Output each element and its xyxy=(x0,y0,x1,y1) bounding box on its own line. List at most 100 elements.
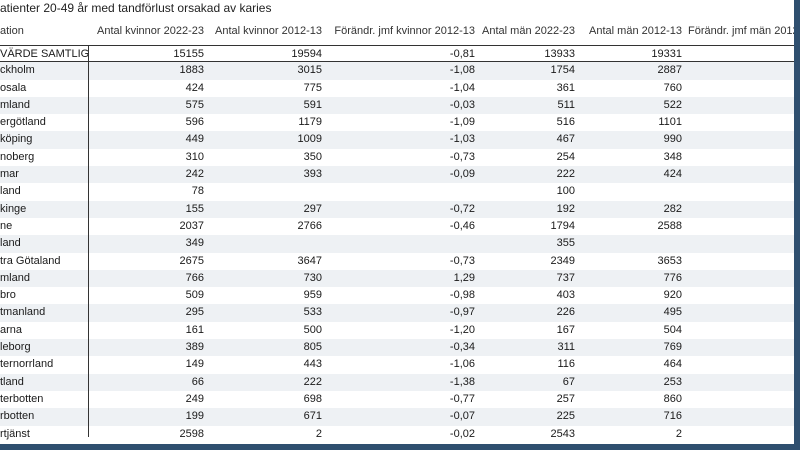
men-2012-cell: 716 xyxy=(663,410,682,423)
women-change-cell: -1,20 xyxy=(449,323,475,336)
region-cell: köping xyxy=(0,133,33,146)
women-2012-cell: 775 xyxy=(303,81,322,94)
women-2012-cell: 671 xyxy=(303,410,322,423)
region-cell: tmanland xyxy=(0,306,46,319)
region-cell: ergötland xyxy=(0,116,46,129)
table-row[interactable]: land 78 100 xyxy=(0,183,800,200)
men-2022-cell: 100 xyxy=(556,185,575,198)
women-2012-cell: 393 xyxy=(303,168,322,181)
women-2022-cell: 15155 xyxy=(173,48,204,60)
women-2012-cell: 591 xyxy=(303,98,322,111)
women-change-cell: -0,77 xyxy=(449,392,475,405)
women-change-cell: -0,46 xyxy=(449,219,475,232)
women-change-cell: -1,38 xyxy=(449,375,475,388)
region-cell: tra Götaland xyxy=(0,254,61,267)
women-2022-cell: 2675 xyxy=(179,254,204,267)
women-change-cell: -0,73 xyxy=(449,254,475,267)
header-men-change[interactable]: Förändr. jmf män 2012 xyxy=(688,25,799,37)
region-cell: land xyxy=(0,237,21,250)
region-cell: mland xyxy=(0,98,30,111)
table-row[interactable]: land 349 355 xyxy=(0,235,800,253)
region-cell: mar xyxy=(0,168,19,181)
women-2012-cell: 2 xyxy=(315,427,322,440)
women-2022-cell: 2598 xyxy=(179,427,204,440)
region-cell: ne xyxy=(0,219,13,232)
men-2022-cell: 311 xyxy=(557,341,575,354)
men-2012-cell: 464 xyxy=(663,358,682,371)
men-2012-cell: 495 xyxy=(663,306,682,319)
women-2012-cell: 2766 xyxy=(297,219,322,232)
men-2022-cell: 116 xyxy=(557,358,575,371)
header-men-2012[interactable]: Antal män 2012-13 xyxy=(589,25,682,37)
women-2012-cell: 350 xyxy=(303,150,322,163)
header-men-2022[interactable]: Antal män 2022-23 xyxy=(482,25,575,37)
region-cell: arna xyxy=(0,323,23,336)
men-2012-cell: 424 xyxy=(663,168,682,181)
women-2022-cell: 424 xyxy=(185,81,204,94)
women-2022-cell: 1883 xyxy=(179,64,204,77)
women-change-cell: -0,03 xyxy=(449,98,475,111)
women-2022-cell: 242 xyxy=(185,168,204,181)
men-2022-cell: 67 xyxy=(562,375,575,388)
region-cell: noberg xyxy=(0,150,35,163)
women-2012-cell: 19594 xyxy=(291,48,322,60)
table-body: VÄRDE SAMTLIGA 15155 19594 -0,81 13933 19331 -… xyxy=(0,45,800,443)
women-2022-cell: 66 xyxy=(191,375,204,388)
men-2012-cell: 253 xyxy=(663,375,682,388)
header-women-change[interactable]: Förändr. jmf kvinnor 2012-13 xyxy=(334,25,475,37)
report-title: atienter 20-49 år med tandförlust orsaka… xyxy=(0,1,272,15)
men-2012-cell: 522 xyxy=(663,98,682,111)
women-2022-cell: 449 xyxy=(185,133,204,146)
header-region[interactable]: ation xyxy=(0,25,24,37)
women-2022-cell: 295 xyxy=(185,306,204,319)
women-change-cell: -0,72 xyxy=(449,202,475,215)
header-women-2012[interactable]: Antal kvinnor 2012-13 xyxy=(214,25,322,37)
region-cell: leborg xyxy=(0,341,31,354)
region-cell: osala xyxy=(0,81,27,94)
men-2022-cell: 2543 xyxy=(550,427,575,440)
men-2022-cell: 222 xyxy=(556,168,575,181)
women-change-cell: -1,04 xyxy=(449,81,475,94)
men-2022-cell: 361 xyxy=(556,81,575,94)
table-row[interactable]: VÄRDE SAMTLIGA1515519594-0,811393319331-… xyxy=(0,45,800,63)
header-women-2022[interactable]: Antal kvinnor 2022-23 xyxy=(96,25,204,37)
women-2022-cell: 509 xyxy=(185,289,204,302)
region-cell: terbotten xyxy=(0,392,44,405)
men-2022-cell: 257 xyxy=(556,392,575,405)
region-cell: ternorrland xyxy=(0,358,54,371)
women-2012-cell: 3647 xyxy=(297,254,322,267)
women-2022-cell: 349 xyxy=(185,237,204,250)
table-header: ation Antal kvinnor 2022-23 Antal kvinno… xyxy=(0,17,800,45)
region-cell: rtjänst xyxy=(0,427,30,440)
women-2012-cell: 443 xyxy=(303,358,322,371)
women-2022-cell: 149 xyxy=(185,358,204,371)
men-2012-cell: 3653 xyxy=(657,254,682,267)
men-2022-cell: 1794 xyxy=(550,219,575,232)
region-cell: mland xyxy=(0,271,30,284)
men-2022-cell: 403 xyxy=(556,289,575,302)
men-2022-cell: 254 xyxy=(556,150,575,163)
women-2012-cell: 1009 xyxy=(297,133,322,146)
women-2012-cell: 698 xyxy=(303,392,322,405)
men-2012-cell: 769 xyxy=(663,341,682,354)
